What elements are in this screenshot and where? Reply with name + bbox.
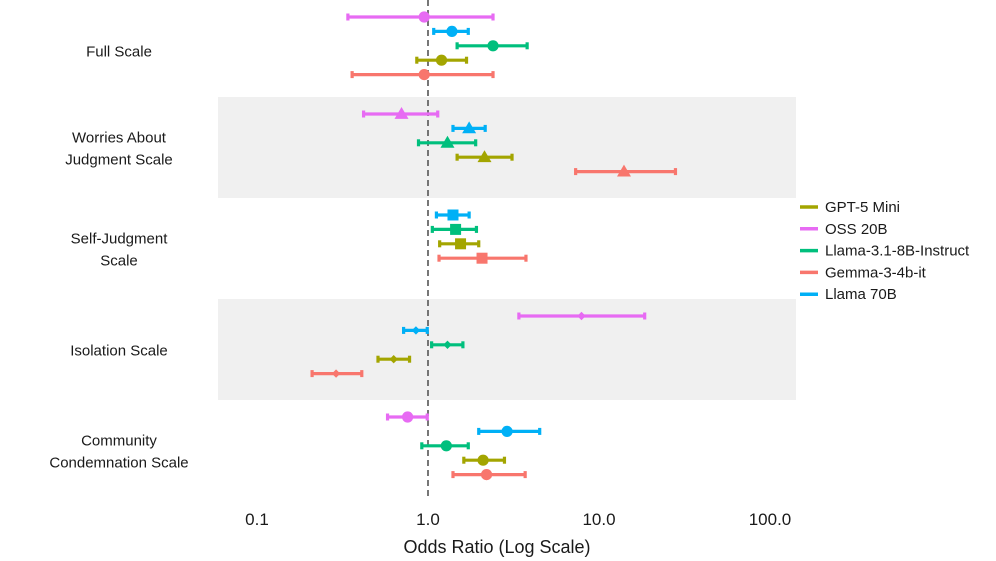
ci-bar bbox=[361, 107, 440, 119]
point-marker bbox=[418, 69, 430, 81]
point-marker bbox=[477, 150, 492, 163]
ci-bar bbox=[451, 121, 487, 134]
x-tick-label: 1.0 bbox=[416, 510, 440, 529]
group-band-shade bbox=[218, 299, 796, 400]
x-tick-label: 10.0 bbox=[582, 510, 615, 529]
legend-item: Llama 70B bbox=[800, 286, 897, 303]
legend-label: Llama 70B bbox=[825, 286, 897, 303]
point-marker bbox=[331, 369, 341, 378]
point-marker bbox=[435, 54, 448, 66]
y-axis-labels: Full Scale Worries About Judgment Scale Sel… bbox=[49, 44, 188, 472]
group-band-shade bbox=[218, 97, 796, 198]
ci-bar bbox=[451, 469, 527, 481]
point-marker bbox=[455, 238, 467, 250]
ci-bar bbox=[574, 164, 678, 177]
ci-bar bbox=[437, 252, 528, 264]
point-marker bbox=[462, 121, 477, 134]
point-marker bbox=[616, 164, 631, 177]
point-marker bbox=[577, 311, 586, 321]
group-label: Isolation Scale bbox=[70, 343, 168, 360]
ci-bar bbox=[462, 454, 507, 466]
group-label: Worries About bbox=[72, 130, 167, 147]
x-axis-title: Odds Ratio (Log Scale) bbox=[403, 537, 590, 557]
error-bars bbox=[310, 11, 678, 481]
point-marker bbox=[418, 11, 430, 23]
group-bands bbox=[218, 97, 796, 400]
ci-bar bbox=[402, 326, 429, 335]
ci-bar bbox=[517, 311, 647, 321]
group-label: Self-Judgment bbox=[71, 231, 169, 248]
point-marker bbox=[411, 326, 421, 335]
group-label: Scale bbox=[100, 253, 138, 270]
point-marker bbox=[389, 355, 398, 364]
legend-label: OSS 20B bbox=[825, 221, 888, 238]
group-label: Judgment Scale bbox=[65, 152, 173, 169]
legend-item: Llama-3.1-8B-Instruct bbox=[800, 243, 970, 260]
point-marker bbox=[476, 252, 488, 264]
ci-bar bbox=[416, 135, 478, 148]
legend: GPT-5 Mini OSS 20B Llama-3.1-8B-Instruct Ge… bbox=[800, 199, 970, 303]
legend-label: Llama-3.1-8B-Instruct bbox=[825, 243, 970, 260]
group-label: Full Scale bbox=[86, 44, 152, 61]
point-marker bbox=[447, 209, 459, 221]
ci-bar bbox=[477, 425, 542, 437]
ci-bar bbox=[434, 209, 471, 221]
group-label: Community bbox=[81, 433, 157, 450]
point-marker bbox=[501, 425, 513, 437]
legend-label: Gemma-3-4b-it bbox=[825, 264, 927, 281]
legend-label: GPT-5 Mini bbox=[825, 199, 900, 216]
point-marker bbox=[443, 340, 452, 349]
ci-bar bbox=[346, 11, 495, 23]
point-marker bbox=[487, 40, 499, 52]
legend-item: OSS 20B bbox=[800, 221, 888, 238]
legend-item: GPT-5 Mini bbox=[800, 199, 900, 216]
point-marker bbox=[440, 440, 452, 452]
ci-bar bbox=[415, 54, 469, 66]
point-marker bbox=[446, 25, 458, 37]
point-marker bbox=[402, 411, 414, 423]
ci-bar bbox=[455, 40, 529, 52]
point-marker bbox=[450, 223, 462, 235]
point-marker bbox=[477, 454, 489, 466]
point-marker bbox=[440, 135, 455, 148]
ci-bar bbox=[350, 69, 495, 81]
ci-bar bbox=[430, 223, 479, 235]
ci-bar bbox=[432, 25, 470, 37]
x-tick-label: 100.0 bbox=[749, 510, 792, 529]
ci-bar bbox=[420, 440, 470, 452]
ci-bar bbox=[376, 355, 412, 364]
legend-item: Gemma-3-4b-it bbox=[800, 264, 927, 281]
x-axis-ticks: 0.1 1.0 10.0 100.0 bbox=[245, 510, 791, 529]
group-label: Condemnation Scale bbox=[49, 455, 188, 472]
point-marker bbox=[480, 469, 493, 481]
ci-bar bbox=[385, 411, 429, 423]
x-tick-label: 0.1 bbox=[245, 510, 269, 529]
ci-bar bbox=[438, 238, 481, 250]
point-marker bbox=[394, 107, 409, 119]
ci-bar bbox=[455, 150, 514, 163]
ci-bar bbox=[430, 340, 465, 349]
ci-bar bbox=[310, 369, 364, 378]
